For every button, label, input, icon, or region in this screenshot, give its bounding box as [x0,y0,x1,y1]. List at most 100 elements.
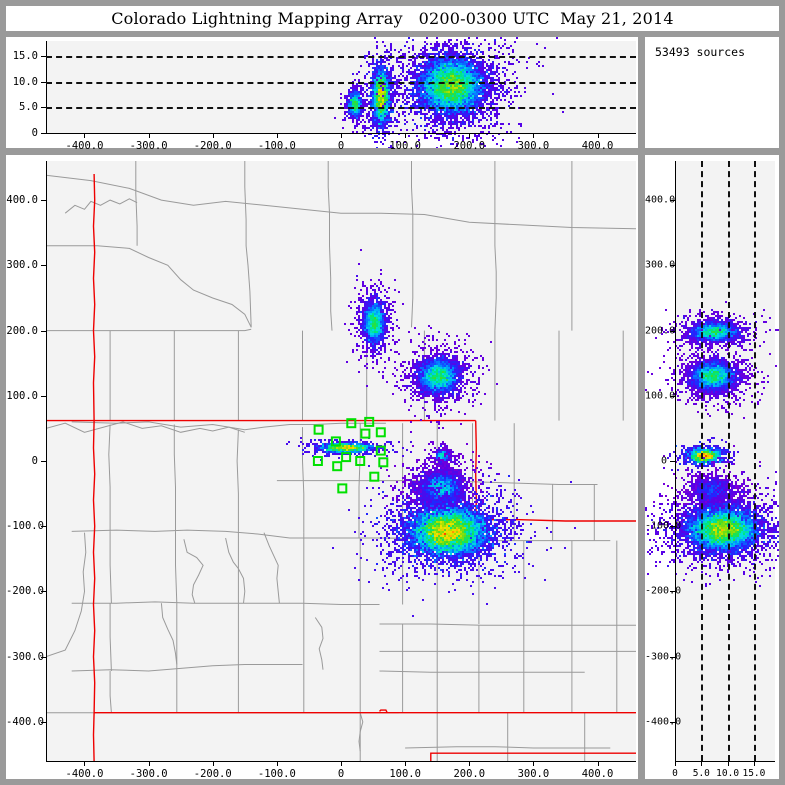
x-tick-label: 200.0 [453,140,486,152]
y-tick-label: 200.0 [645,325,676,337]
x-tick-label: 400.0 [581,768,614,780]
county-line-v-0 [135,161,138,246]
x-tick [212,761,214,766]
y-tick [41,81,47,83]
x-tick [341,761,342,766]
y-tick-label: -300.0 [645,651,682,663]
y-tick [670,721,676,723]
y-tick-label: -400.0 [6,715,44,728]
county-line-v-1 [244,161,252,328]
x-tick-label: 400.0 [581,140,614,152]
x-tick-label: 0 [672,768,678,779]
x-tick-label: -300.0 [129,140,168,152]
lma-station-marker-12 [369,471,380,482]
x-axis-line [675,761,775,762]
y-tick-label: 300.0 [645,259,676,271]
y-tick-label: 0 [660,455,667,467]
county-line-ragged-7 [160,603,178,665]
x-tick-label: 100.0 [389,140,421,152]
x-tick [84,761,86,766]
panel-north-south-vs-altitude: 0 5.0 10.0 15.0 -400.0 -300.0 -200.0 -100.0 0 100… [645,155,779,779]
y-tick [670,461,676,462]
y-tick [670,330,676,332]
x-tick [341,133,342,138]
lma-station-marker-2 [346,418,357,429]
x-tick-label: -200.0 [193,768,232,780]
county-line-ragged-4 [183,539,204,604]
state-border-notch [379,709,388,714]
county-line-h-2 [46,328,252,332]
y-tick-label: 100.0 [645,390,676,402]
y-tick [41,656,47,658]
state-border-nm-tx [430,752,636,761]
county-line-v-4 [494,161,497,331]
x-tick-label: 100.0 [389,768,421,780]
lma-station-marker-6 [341,452,352,463]
county-line-h-8 [379,623,636,626]
y-tick-label: -200.0 [6,585,44,598]
county-line-v-2 [327,161,333,331]
x-tick [148,761,150,766]
y-tick [41,526,47,528]
x-tick [675,761,676,766]
y-tick [670,265,676,267]
lma-station-marker-10 [375,445,386,456]
county-line-v-26 [109,531,112,604]
lma-station-marker-7 [312,456,323,466]
x-tick [701,761,703,766]
y-tick [41,133,47,134]
panel-source-count: 53493 sources [645,37,779,148]
x-tick [753,761,755,766]
county-line-h-7 [71,601,380,605]
y-tick-label: 400.0 [645,194,676,206]
state-border-co-west-lower [92,420,96,713]
y-axis-line [46,41,47,133]
title-bar: Colorado Lightning Mapping Array 0200-03… [6,6,779,31]
gridline-altitude-15 [753,161,756,761]
x-tick [276,761,278,766]
lma-station-marker-13 [337,483,348,494]
y-tick [41,591,47,593]
map-geometry [46,161,636,761]
y-tick-label: 400.0 [6,194,38,207]
y-tick-label: 0 [31,127,38,139]
y-tick-label: 10.0 [12,75,38,88]
y-tick-label: 100.0 [6,389,38,402]
y-tick-label: 300.0 [6,259,38,272]
plot-area-map [46,161,636,761]
x-tick [212,133,214,138]
x-tick-label: 15.0 [742,768,766,779]
y-tick [670,591,676,593]
y-tick [41,461,47,462]
gridline-altitude-15 [46,56,636,59]
x-tick-label: 0 [337,768,345,780]
lma-station-marker-9 [355,456,366,466]
x-tick-label: -100.0 [257,140,296,152]
source-cluster-storm-center-line [286,437,412,461]
y-tick [41,330,47,332]
x-tick-label: -100.0 [257,768,296,780]
county-line-h-13 [405,746,611,749]
county-line-v-37 [109,603,112,672]
x-tick-label: -300.0 [129,768,168,780]
y-tick [41,107,47,109]
state-border-nm-az [92,712,95,761]
lma-station-marker-4 [375,427,386,438]
county-line-v-18 [302,427,305,533]
lma-station-marker-11 [378,457,389,468]
gridline-altitude-10 [727,161,730,761]
y-tick-label: -200.0 [645,585,682,597]
county-line-h-9 [71,664,303,672]
x-tick-label: -400.0 [65,140,104,152]
y-tick-label: -300.0 [6,650,44,663]
y-tick [41,721,47,723]
state-border-co-west-upper [92,173,96,421]
x-tick-label: -200.0 [193,140,232,152]
county-line-v-19 [358,423,361,538]
county-line-v-17 [236,429,239,532]
x-tick-label: 10.0 [716,768,740,779]
county-line-ragged-6 [263,532,280,604]
county-line-v-27 [175,531,178,604]
source-cluster-storm-north-b [372,325,498,433]
